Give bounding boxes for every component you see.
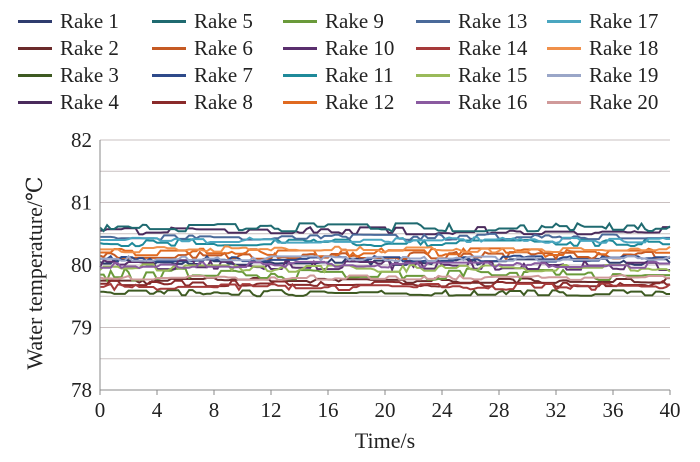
legend-swatch (152, 73, 186, 77)
legend-label: Rake 11 (325, 63, 394, 87)
legend-label: Rake 7 (194, 63, 253, 87)
series-line (100, 236, 670, 245)
y-tick-label: 80 (71, 253, 92, 277)
series-line (99, 273, 670, 281)
legend-swatch (283, 73, 317, 77)
series-line (100, 245, 671, 254)
x-tick-label: 36 (603, 398, 624, 422)
legend-item: Rake 14 (416, 35, 527, 61)
y-tick-labels: 78 79 80 81 82 (71, 128, 92, 402)
y-axis-label: Water temperature/℃ (22, 176, 47, 369)
legend-label: Rake 1 (60, 9, 119, 33)
legend-label: Rake 18 (589, 36, 659, 60)
legend-label: Rake 20 (589, 90, 659, 114)
legend-item: Rake 6 (152, 35, 253, 61)
x-tick-label: 24 (432, 398, 454, 422)
legend-swatch (547, 46, 581, 50)
legend-item: Rake 11 (283, 62, 394, 88)
legend-item: Rake 5 (152, 8, 253, 34)
series-line (99, 221, 671, 233)
x-tick-label: 12 (261, 398, 282, 422)
legend-item: Rake 8 (152, 89, 253, 115)
series-line (99, 238, 670, 249)
series-line (100, 232, 670, 242)
legend-item: Rake 9 (283, 8, 384, 34)
legend-item: Rake 2 (18, 35, 119, 61)
legend-label: Rake 16 (458, 90, 528, 114)
legend-label: Rake 17 (589, 9, 659, 33)
legend-label: Rake 19 (589, 63, 659, 87)
legend-label: Rake 5 (194, 9, 253, 33)
legend-label: Rake 10 (325, 36, 395, 60)
legend-label: Rake 15 (458, 63, 528, 87)
x-tick-label: 0 (95, 398, 106, 422)
legend-item: Rake 10 (283, 35, 394, 61)
legend-swatch (18, 19, 52, 23)
legend-label: Rake 8 (194, 90, 253, 114)
legend-swatch (547, 73, 581, 77)
series-line (100, 254, 671, 263)
legend-item: Rake 19 (547, 62, 658, 88)
legend-swatch (283, 19, 317, 23)
legend-item: Rake 1 (18, 8, 119, 34)
x-tick-labels: 0 4 8 12 16 20 24 28 32 36 40 (95, 398, 681, 422)
series-line (100, 226, 670, 236)
legend-swatch (152, 19, 186, 23)
y-tick-label: 79 (71, 316, 92, 340)
legend-item: Rake 12 (283, 89, 394, 115)
legend-label: Rake 12 (325, 90, 395, 114)
legend-label: Rake 3 (60, 63, 119, 87)
legend-item: Rake 20 (547, 89, 658, 115)
x-tick-label: 8 (209, 398, 220, 422)
series-group (99, 221, 671, 298)
legend-swatch (18, 100, 52, 104)
legend-label: Rake 4 (60, 90, 119, 114)
legend-item: Rake 13 (416, 8, 527, 34)
legend-item: Rake 7 (152, 62, 253, 88)
legend-swatch (152, 46, 186, 50)
series-line (100, 282, 671, 292)
x-tick-label: 40 (660, 398, 681, 422)
x-tick-label: 4 (152, 398, 163, 422)
series-line (100, 260, 670, 270)
legend-swatch (547, 100, 581, 104)
x-tick-label: 32 (546, 398, 567, 422)
x-tick-label: 16 (318, 398, 339, 422)
legend-label: Rake 2 (60, 36, 119, 60)
legend-label: Rake 13 (458, 9, 528, 33)
legend-swatch (416, 100, 450, 104)
x-tick-label: 28 (489, 398, 510, 422)
legend: Rake 1 Rake 2 Rake 3 Rake 4 Rake 5 Rake 6 Rake… (0, 0, 700, 120)
legend-label: Rake 9 (325, 9, 384, 33)
legend-swatch (283, 46, 317, 50)
legend-swatch (416, 19, 450, 23)
legend-label: Rake 6 (194, 36, 253, 60)
legend-item: Rake 17 (547, 8, 658, 34)
y-tick-label: 81 (71, 191, 92, 215)
legend-item: Rake 18 (547, 35, 658, 61)
legend-label: Rake 14 (458, 36, 528, 60)
series-line (100, 288, 670, 298)
series-line (100, 254, 671, 263)
legend-swatch (283, 100, 317, 104)
y-tick-label: 82 (71, 128, 92, 152)
legend-item: Rake 16 (416, 89, 527, 115)
legend-item: Rake 15 (416, 62, 527, 88)
y-tick-label: 78 (71, 378, 92, 402)
legend-swatch (152, 100, 186, 104)
legend-swatch (547, 19, 581, 23)
legend-swatch (18, 73, 52, 77)
legend-item: Rake 4 (18, 89, 119, 115)
axes (99, 140, 671, 395)
legend-swatch (416, 46, 450, 50)
x-tick-label: 20 (375, 398, 396, 422)
x-axis-label: Time/s (355, 428, 415, 453)
legend-swatch (416, 73, 450, 77)
legend-swatch (18, 46, 52, 50)
legend-item: Rake 3 (18, 62, 119, 88)
